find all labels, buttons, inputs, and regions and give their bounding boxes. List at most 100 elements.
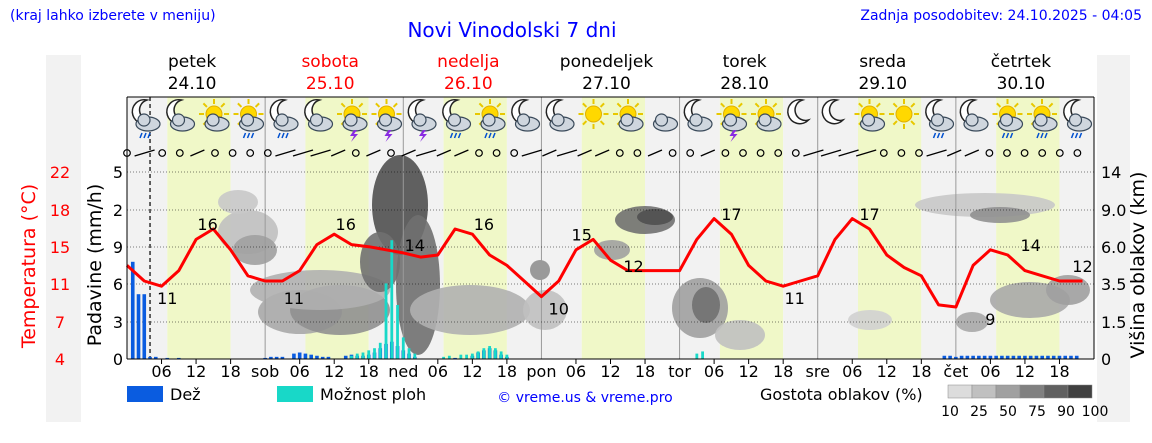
rain-bar (1040, 355, 1044, 359)
rain-bar (148, 356, 152, 359)
shower-bar (505, 354, 509, 359)
rain-bar (1000, 355, 1004, 359)
wind-barb (838, 149, 859, 157)
wind-calm-mark (228, 149, 237, 157)
wind-calm-mark (492, 149, 501, 157)
rain-bar (309, 354, 313, 359)
x-tick-label: 06 (704, 362, 724, 381)
x-tick-label: ned (388, 362, 418, 381)
moon-storm-icon (407, 98, 437, 142)
rain-bar (1063, 355, 1068, 359)
x-tick-label: 12 (877, 362, 897, 381)
moon-rain-icon (269, 98, 299, 139)
shower-bar (488, 346, 492, 359)
temperature-data-label: 16 (336, 215, 356, 234)
wind-barb (926, 149, 947, 157)
cloud-patch (523, 290, 567, 330)
x-tick-label: 18 (220, 362, 240, 381)
shower-bar (470, 353, 474, 359)
wind-calm-mark (158, 149, 167, 157)
cloud-patch (970, 207, 1030, 223)
day-name: sreda (859, 52, 906, 72)
x-tick-label: 06 (980, 362, 1000, 381)
cloud-density-legend: 10 25 50 75 90 100 (941, 384, 1108, 420)
shower-bar (465, 354, 469, 359)
temperature-tick: 22 (50, 163, 70, 182)
temperature-labels: 11 16 11 16 14 16 10 15 12 17 11 17 9 14 12 (157, 205, 1093, 329)
temperature-data-label: 11 (785, 289, 805, 308)
shower-bar (361, 352, 365, 359)
cloud-icon (652, 113, 679, 132)
x-tick-label: 18 (773, 362, 793, 381)
rain-bar (303, 353, 308, 359)
temperature-data-label: 11 (157, 289, 177, 308)
legend-showers-swatch (277, 386, 313, 402)
cloud-patch (233, 235, 277, 265)
sun-storm-icon (371, 99, 403, 142)
cloud-patch (360, 232, 400, 292)
left-axis-strip (46, 55, 81, 422)
wind-barb (401, 149, 416, 157)
rain-bar (130, 261, 135, 359)
day-name: torek (723, 52, 767, 72)
rain-bar (274, 356, 279, 359)
wind-barb (803, 149, 824, 157)
rain-bar (1051, 355, 1056, 359)
legend-rain-swatch (127, 386, 163, 402)
wind-barb (454, 149, 469, 157)
x-tick-label: 12 (324, 362, 344, 381)
day-date: 27.10 (582, 74, 631, 94)
shower-bar (373, 348, 376, 359)
wind-barb (521, 149, 542, 157)
x-tick-label: 18 (635, 362, 655, 381)
moon-rain-icon (442, 98, 472, 139)
day-date: 28.10 (720, 74, 769, 94)
temperature-data-label: 16 (474, 215, 494, 234)
x-tick-label: 06 (566, 362, 586, 381)
x-tick-label: čet (943, 362, 968, 381)
rain-bar (142, 294, 147, 359)
shower-bar (407, 348, 411, 359)
wind-barb (190, 149, 205, 157)
wind-barb (964, 149, 980, 157)
day-band (996, 97, 1060, 359)
x-tick-label: sob (251, 362, 279, 381)
rain-bar (1005, 355, 1010, 359)
shower-bar (493, 348, 497, 359)
cloud-density-layer (218, 155, 1090, 355)
rain-bar (954, 356, 958, 359)
night-band (783, 97, 818, 359)
temperature-tick: 15 (50, 238, 70, 257)
right-axis-strip (1097, 55, 1130, 422)
temperature-tick: 4 (55, 350, 65, 369)
shower-bar (459, 354, 463, 359)
wind-calm-mark (246, 149, 255, 157)
credit-link[interactable]: © vreme.us & vreme.pro (497, 390, 672, 406)
cloud-height-tick: 3.5 (1101, 275, 1126, 294)
moon-cloud-icon (511, 98, 541, 132)
city-menu-hint[interactable]: (kraj lahko izberete v meniju) (10, 8, 216, 24)
temperature-data-label: 14 (1021, 236, 1041, 255)
wind-calm-mark (1073, 149, 1082, 157)
wind-barb (594, 149, 610, 157)
rain-bar (343, 355, 348, 359)
rain-bar (320, 356, 325, 359)
sun-rain-icon (992, 99, 1024, 139)
x-tick-label: 12 (738, 362, 758, 381)
moon-icon (821, 98, 846, 125)
cloud-patch (848, 310, 892, 330)
rain-bar (1057, 355, 1062, 359)
wind-calm-mark (721, 149, 730, 157)
wind-calm-mark (668, 149, 677, 157)
wind-barb (292, 149, 314, 157)
precipitation-axis-label: Padavine (mm/h) (84, 184, 106, 347)
sun-rain-icon (233, 99, 265, 139)
rain-bar (948, 355, 952, 359)
rain-bar (982, 355, 987, 359)
shower-bar (355, 353, 359, 359)
sun-icon (578, 99, 609, 129)
rain-bar (977, 355, 981, 359)
wind-calm-mark (475, 149, 483, 157)
cloud-patch (410, 285, 530, 335)
